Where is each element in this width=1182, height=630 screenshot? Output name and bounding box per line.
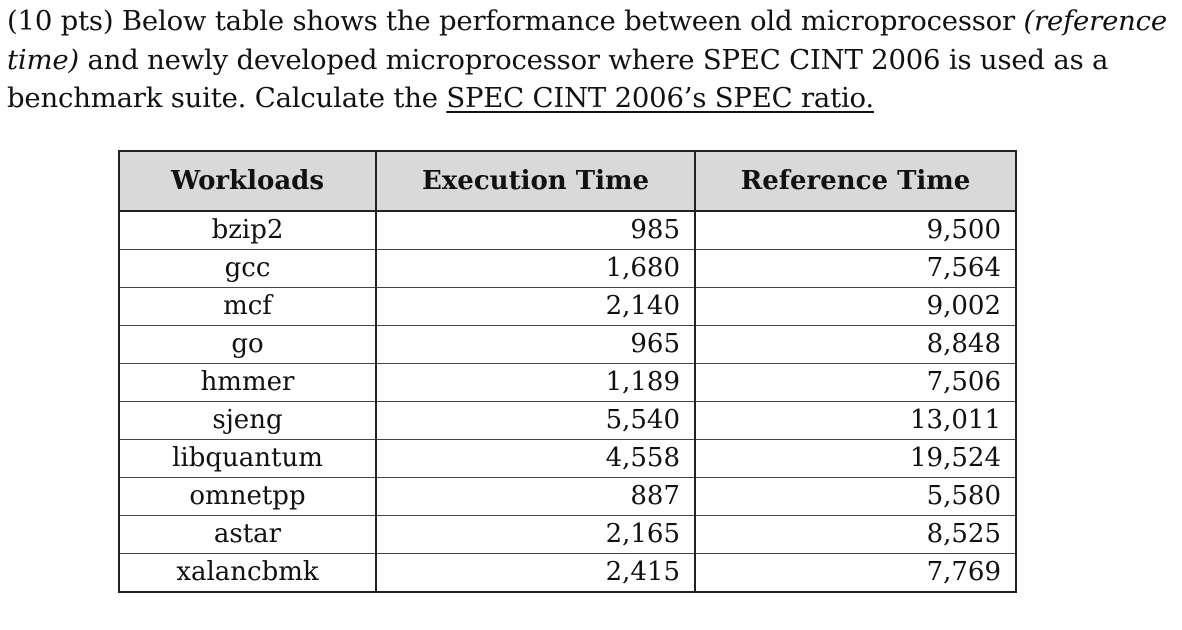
benchmark-table-container: Workloads Execution Time Reference Time …: [118, 150, 1017, 593]
reference-time: 8,848: [694, 325, 1017, 364]
execution-time: 2,140: [375, 287, 696, 326]
reference-time: 7,564: [694, 249, 1017, 288]
reference-time: 7,769: [694, 553, 1017, 593]
workload-name: sjeng: [118, 401, 377, 440]
table-row: mcf 2,140 9,002: [118, 287, 1017, 326]
execution-time: 985: [375, 210, 696, 250]
workload-name: gcc: [118, 249, 377, 288]
reference-time: 8,525: [694, 515, 1017, 554]
reference-time: 19,524: [694, 439, 1017, 478]
execution-time: 2,415: [375, 553, 696, 593]
workload-name: mcf: [118, 287, 377, 326]
execution-time: 4,558: [375, 439, 696, 478]
execution-time: 1,189: [375, 363, 696, 402]
question-italic-note: (reference time): [7, 5, 1167, 76]
table-row: omnetpp 887 5,580: [118, 477, 1017, 516]
execution-time: 2,165: [375, 515, 696, 554]
workload-name: hmmer: [118, 363, 377, 402]
table-row: bzip2 985 9,500: [118, 210, 1017, 250]
benchmark-table: Workloads Execution Time Reference Time …: [118, 150, 1017, 593]
reference-time: 13,011: [694, 401, 1017, 440]
execution-time: 965: [375, 325, 696, 364]
header-execution-time: Execution Time: [375, 150, 696, 212]
workload-name: omnetpp: [118, 477, 377, 516]
execution-time: 5,540: [375, 401, 696, 440]
table-row: astar 2,165 8,525: [118, 515, 1017, 554]
question-prefix: (10 pts) Below table shows the performan…: [7, 5, 1024, 37]
workload-name: go: [118, 325, 377, 364]
table-row: sjeng 5,540 13,011: [118, 401, 1017, 440]
header-workloads: Workloads: [118, 150, 377, 212]
execution-time: 887: [375, 477, 696, 516]
table-row: go 965 8,848: [118, 325, 1017, 364]
question-middle: and newly developed microprocessor where…: [7, 43, 1109, 115]
workload-name: bzip2: [118, 210, 377, 250]
workload-name: astar: [118, 515, 377, 554]
table-header-row: Workloads Execution Time Reference Time: [118, 150, 1017, 212]
workload-name: xalancbmk: [118, 553, 377, 593]
header-reference-time: Reference Time: [694, 150, 1017, 212]
table-row: gcc 1,680 7,564: [118, 249, 1017, 288]
reference-time: 5,580: [694, 477, 1017, 516]
execution-time: 1,680: [375, 249, 696, 288]
reference-time: 9,500: [694, 210, 1017, 250]
question-text: (10 pts) Below table shows the performan…: [7, 2, 1177, 118]
table-row: libquantum 4,558 19,524: [118, 439, 1017, 478]
table-row: hmmer 1,189 7,506: [118, 363, 1017, 402]
table-row: xalancbmk 2,415 7,769: [118, 553, 1017, 593]
workload-name: libquantum: [118, 439, 377, 478]
reference-time: 9,002: [694, 287, 1017, 326]
reference-time: 7,506: [694, 363, 1017, 402]
question-underlined-term: SPEC CINT 2006’s SPEC ratio.: [446, 82, 874, 114]
